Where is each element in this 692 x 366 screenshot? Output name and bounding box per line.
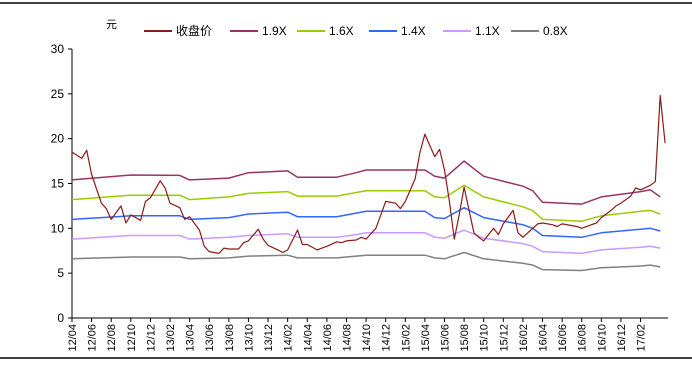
legend-label: 收盘价 xyxy=(176,23,212,38)
x-tick-label: 16/06 xyxy=(557,324,569,352)
legend-label: 1.4X xyxy=(401,24,426,38)
x-tick-label: 13/06 xyxy=(204,324,216,352)
y-tick-label: 30 xyxy=(51,42,65,56)
x-tick-label: 14/06 xyxy=(322,324,334,352)
y-tick-label: 0 xyxy=(57,311,64,325)
x-tick-label: 13/12 xyxy=(263,324,275,352)
x-tick-label: 13/04 xyxy=(185,324,197,352)
legend-label: 1.9X xyxy=(262,24,287,38)
x-tick-label: 12/12 xyxy=(145,324,157,352)
x-tick-label: 14/10 xyxy=(361,324,373,352)
legend: 收盘价 1.9X 1.6X 1.4X 1.1X 0.8X xyxy=(144,23,568,38)
y-tick-label: 10 xyxy=(51,221,65,235)
x-tick-label: 14/04 xyxy=(302,324,314,352)
legend-label: 1.1X xyxy=(475,24,500,38)
series-line xyxy=(71,95,666,254)
series-line xyxy=(71,206,661,239)
x-tick-label: 16/02 xyxy=(518,324,530,352)
x-tick-label: 12/06 xyxy=(87,324,99,352)
series-line xyxy=(71,229,661,255)
y-tick-label: 20 xyxy=(51,132,65,146)
x-tick-label: 15/04 xyxy=(420,324,432,352)
x-tick-label: 14/02 xyxy=(283,324,295,352)
series-line xyxy=(71,184,661,222)
x-tick-label: 15/02 xyxy=(400,324,412,352)
x-tick-label: 14/08 xyxy=(341,324,353,352)
x-tick-label: 12/10 xyxy=(126,324,138,352)
x-tick-label: 12/08 xyxy=(106,324,118,352)
x-tick-label: 13/10 xyxy=(243,324,255,352)
x-tick-label: 13/08 xyxy=(224,324,236,352)
x-tick-label: 14/12 xyxy=(381,324,393,352)
x-tick-label: 13/02 xyxy=(165,324,177,352)
y-tick-label: 5 xyxy=(57,266,64,280)
x-tick-label: 15/06 xyxy=(440,324,452,352)
legend-label: 1.6X xyxy=(329,24,354,38)
x-tick-label: 15/10 xyxy=(479,324,491,352)
x-tick-label: 16/12 xyxy=(616,324,628,352)
y-tick-label: 15 xyxy=(51,177,65,191)
x-tick-label: 12/04 xyxy=(67,324,79,352)
legend-label: 0.8X xyxy=(543,24,568,38)
y-axis-unit-label: 元 xyxy=(106,19,117,31)
y-tick-label: 25 xyxy=(51,87,65,101)
x-tick-label: 16/10 xyxy=(596,324,608,352)
x-tick-label: 15/08 xyxy=(459,324,471,352)
x-tick-label: 17/02 xyxy=(636,324,648,352)
x-tick-label: 15/12 xyxy=(498,324,510,352)
x-tick-label: 16/04 xyxy=(538,324,550,352)
series-line xyxy=(71,160,661,205)
axes: 0 5 10 15 20 25 30 12/04 12/06 12/08 12/10 12/12 13/… xyxy=(51,42,668,352)
x-tick-label: 16/08 xyxy=(577,324,589,352)
series-layer xyxy=(71,95,666,272)
series-line xyxy=(71,251,661,272)
